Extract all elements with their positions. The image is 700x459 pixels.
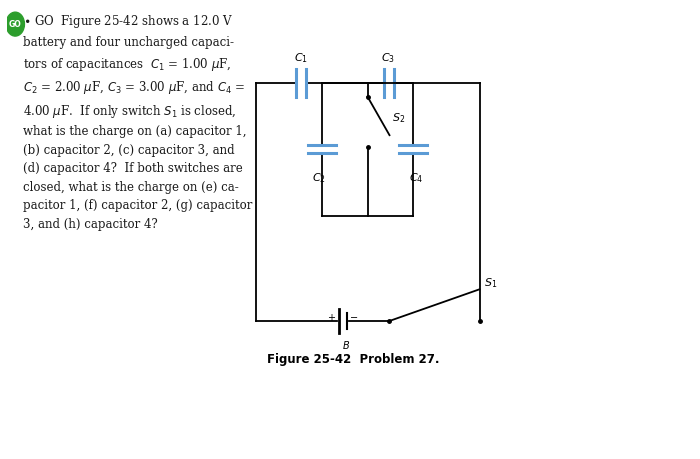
Text: $C_2$: $C_2$ (312, 171, 326, 185)
Text: GO: GO (9, 20, 22, 28)
Circle shape (6, 12, 25, 36)
Text: $C_1$: $C_1$ (294, 51, 308, 65)
Text: −: − (350, 313, 358, 323)
Text: $C_4$: $C_4$ (409, 171, 423, 185)
Text: $C_3$: $C_3$ (382, 51, 395, 65)
Text: +: + (327, 313, 335, 323)
Text: $\bullet$ GO  Figure 25-42 shows a 12.0 V
battery and four uncharged capaci-
tor: $\bullet$ GO Figure 25-42 shows a 12.0 V… (24, 13, 253, 231)
Text: $S_2$: $S_2$ (391, 111, 405, 125)
Text: Figure 25-42  Problem 27.: Figure 25-42 Problem 27. (267, 353, 440, 366)
Text: B: B (342, 341, 349, 351)
Text: $S_1$: $S_1$ (484, 276, 497, 290)
